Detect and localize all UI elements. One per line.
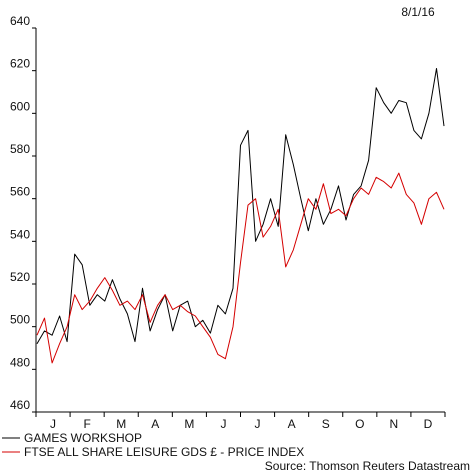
series-line-games-workshop: [36, 68, 445, 344]
x-tick-label: S: [322, 417, 330, 431]
source-note: Source: Thomson Reuters Datastream: [265, 459, 470, 473]
x-tick-label: M: [184, 417, 194, 431]
legend-label-games-workshop: GAMES WORKSHOP: [24, 431, 142, 445]
x-tick-label: M: [116, 417, 126, 431]
x-tick-label: A: [288, 417, 296, 431]
series-line-ftse-leisure: [36, 172, 445, 364]
y-tick-label: 600: [10, 99, 30, 113]
y-tick-label: 520: [10, 270, 30, 284]
x-tick-label: O: [355, 417, 364, 431]
y-tick-label: 500: [10, 313, 30, 327]
x-tick-label: J: [220, 417, 226, 431]
x-tick-label: J: [50, 417, 56, 431]
x-tick-label: A: [151, 417, 159, 431]
y-tick-label: 560: [10, 185, 30, 199]
y-tick-label: 580: [10, 142, 30, 156]
plot-lines: [36, 68, 445, 364]
x-tick-label: N: [390, 417, 399, 431]
y-tick-label: 540: [10, 227, 30, 241]
y-axis: 460 480 500 520 540 560 580 600 620 640: [10, 14, 37, 413]
x-tick-label: J: [255, 417, 261, 431]
legend-label-ftse: FTSE ALL SHARE LEISURE GDS £ - PRICE IND…: [24, 445, 304, 459]
x-tick-label: F: [83, 417, 90, 431]
y-tick-label: 460: [10, 398, 30, 412]
y-tick-label: 620: [10, 57, 30, 71]
date-label: 8/1/16: [401, 5, 435, 19]
x-tick-label: D: [424, 417, 433, 431]
legend: GAMES WORKSHOP FTSE ALL SHARE LEISURE GD…: [2, 431, 304, 459]
y-tick-label: 480: [10, 355, 30, 369]
y-tick-label: 640: [10, 14, 30, 28]
